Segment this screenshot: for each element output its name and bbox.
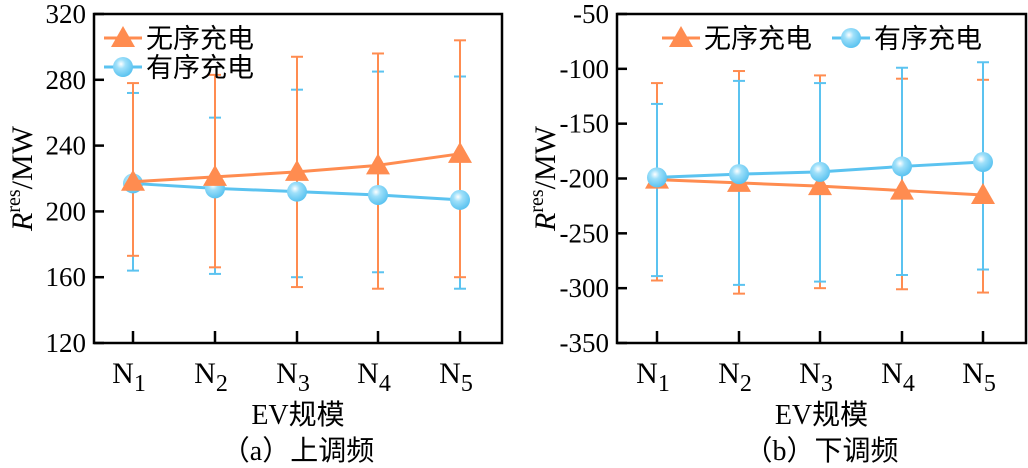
x-tick-subscript: 1	[134, 371, 146, 397]
series-ordered	[647, 152, 993, 188]
y-tick-label: -300	[560, 273, 610, 303]
chart-caption: （a）上调频	[222, 435, 374, 467]
x-tick-letter: N	[276, 357, 298, 390]
data-point	[121, 169, 145, 191]
data-point	[971, 182, 995, 204]
y-tick-label: -100	[560, 54, 610, 84]
legend-item-unordered: 无序充电	[662, 24, 812, 55]
x-tick-letter: N	[718, 357, 740, 390]
x-tick-subscript: 4	[903, 371, 915, 397]
data-point	[203, 164, 227, 186]
data-point	[450, 189, 470, 210]
y-tick-label: 120	[46, 328, 87, 358]
y-label-symbol: R	[529, 213, 562, 232]
x-tick-subscript: 3	[821, 371, 833, 397]
legend-triangle-marker	[111, 26, 135, 47]
y-tick-label: -200	[560, 164, 610, 194]
data-point	[810, 161, 830, 182]
data-point	[287, 181, 307, 202]
chart-caption: （b）下调频	[744, 435, 898, 467]
x-tick-label: N1	[636, 357, 670, 397]
data-point	[366, 153, 390, 175]
x-tick-subscript: 1	[658, 371, 670, 397]
x-tick-letter: N	[799, 357, 821, 390]
y-label-symbol: R	[6, 213, 39, 232]
x-tick-subscript: 4	[379, 371, 391, 397]
x-tick-subscript: 3	[298, 371, 310, 397]
y-label-superscript: res	[526, 189, 548, 213]
x-tick-label: N2	[194, 357, 228, 397]
legend: 无序充电 有序充电	[662, 24, 982, 55]
y-tick-label: -350	[560, 328, 610, 358]
data-point	[368, 184, 388, 205]
y-tick-label: -150	[560, 109, 610, 139]
legend-item-ordered: 有序充电	[832, 24, 982, 55]
x-axis-label: EV规模	[775, 399, 868, 431]
x-tick-letter: N	[636, 357, 658, 390]
data-point	[647, 167, 667, 188]
x-tick-letter: N	[881, 357, 903, 390]
x-tick-label: N4	[881, 357, 915, 397]
legend-label: 有序充电	[146, 53, 254, 84]
y-tick-label: 320	[46, 0, 87, 29]
legend-item-unordered: 无序充电	[104, 24, 254, 55]
x-tick-label: N3	[799, 357, 833, 397]
x-tick-label: N5	[962, 357, 996, 397]
y-axis-label: Rres/MW	[526, 125, 562, 232]
legend-label: 无序充电	[704, 24, 812, 55]
series-unordered	[121, 141, 472, 191]
y-tick-label: -250	[560, 218, 610, 248]
data-point	[808, 174, 832, 196]
legend-circle-marker	[841, 28, 861, 48]
y-tick-label: 200	[46, 196, 87, 226]
y-label-unit: /MW	[6, 125, 39, 189]
x-tick-label: N4	[357, 357, 391, 397]
x-axis-label: EV规模	[251, 399, 344, 431]
legend-label: 无序充电	[146, 24, 254, 55]
x-tick-letter: N	[357, 357, 379, 390]
x-tick-letter: N	[112, 357, 134, 390]
y-axis-label: Rres/MW	[3, 125, 39, 232]
data-point	[890, 178, 914, 200]
data-point	[973, 152, 993, 173]
data-point	[892, 156, 912, 177]
legend-circle-marker	[113, 57, 133, 77]
x-tick-subscript: 5	[461, 371, 473, 397]
x-tick-label: N5	[439, 357, 473, 397]
y-tick-label: 240	[46, 131, 87, 161]
x-tick-subscript: 2	[216, 371, 228, 397]
x-tick-label: N1	[112, 357, 146, 397]
legend-triangle-marker	[669, 26, 693, 47]
y-tick-label: 160	[46, 262, 87, 292]
y-label-superscript: res	[3, 189, 25, 213]
data-point	[285, 159, 309, 181]
data-point	[729, 164, 749, 185]
x-tick-label: N3	[276, 357, 310, 397]
legend-item-ordered: 有序充电	[104, 53, 254, 84]
y-label-unit: /MW	[529, 125, 562, 189]
x-tick-subscript: 5	[984, 371, 996, 397]
x-tick-subscript: 2	[740, 371, 752, 397]
data-point	[448, 141, 472, 163]
y-tick-label: 280	[46, 65, 87, 95]
legend-label: 有序充电	[874, 24, 982, 55]
x-tick-letter: N	[439, 357, 461, 390]
x-tick-label: N2	[718, 357, 752, 397]
y-tick-label: -50	[573, 0, 609, 29]
x-tick-letter: N	[962, 357, 984, 390]
x-tick-letter: N	[194, 357, 216, 390]
